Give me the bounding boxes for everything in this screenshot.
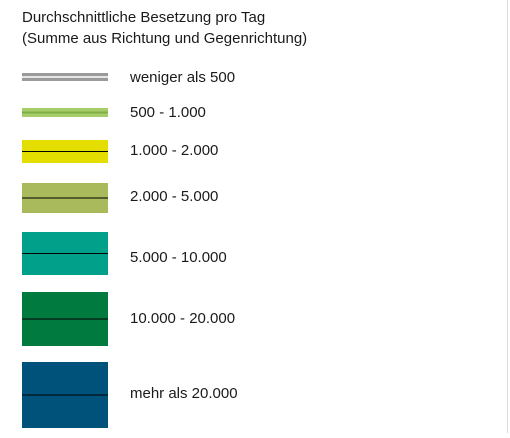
legend-label: mehr als 20.000 (130, 385, 238, 402)
legend-label: 1.000 - 2.000 (130, 142, 218, 159)
legend-label: 5.000 - 10.000 (130, 249, 227, 266)
legend-label: weniger als 500 (129, 69, 235, 86)
legend-label: 10.000 - 20.000 (130, 310, 235, 327)
legend-label: 500 - 1.000 (130, 104, 206, 121)
legend-label: 2.000 - 5.000 (130, 188, 218, 205)
legend-subtitle: (Summe aus Richtung und Gegenrichtung) (22, 30, 307, 47)
legend-title: Durchschnittliche Besetzung pro Tag (22, 9, 265, 26)
